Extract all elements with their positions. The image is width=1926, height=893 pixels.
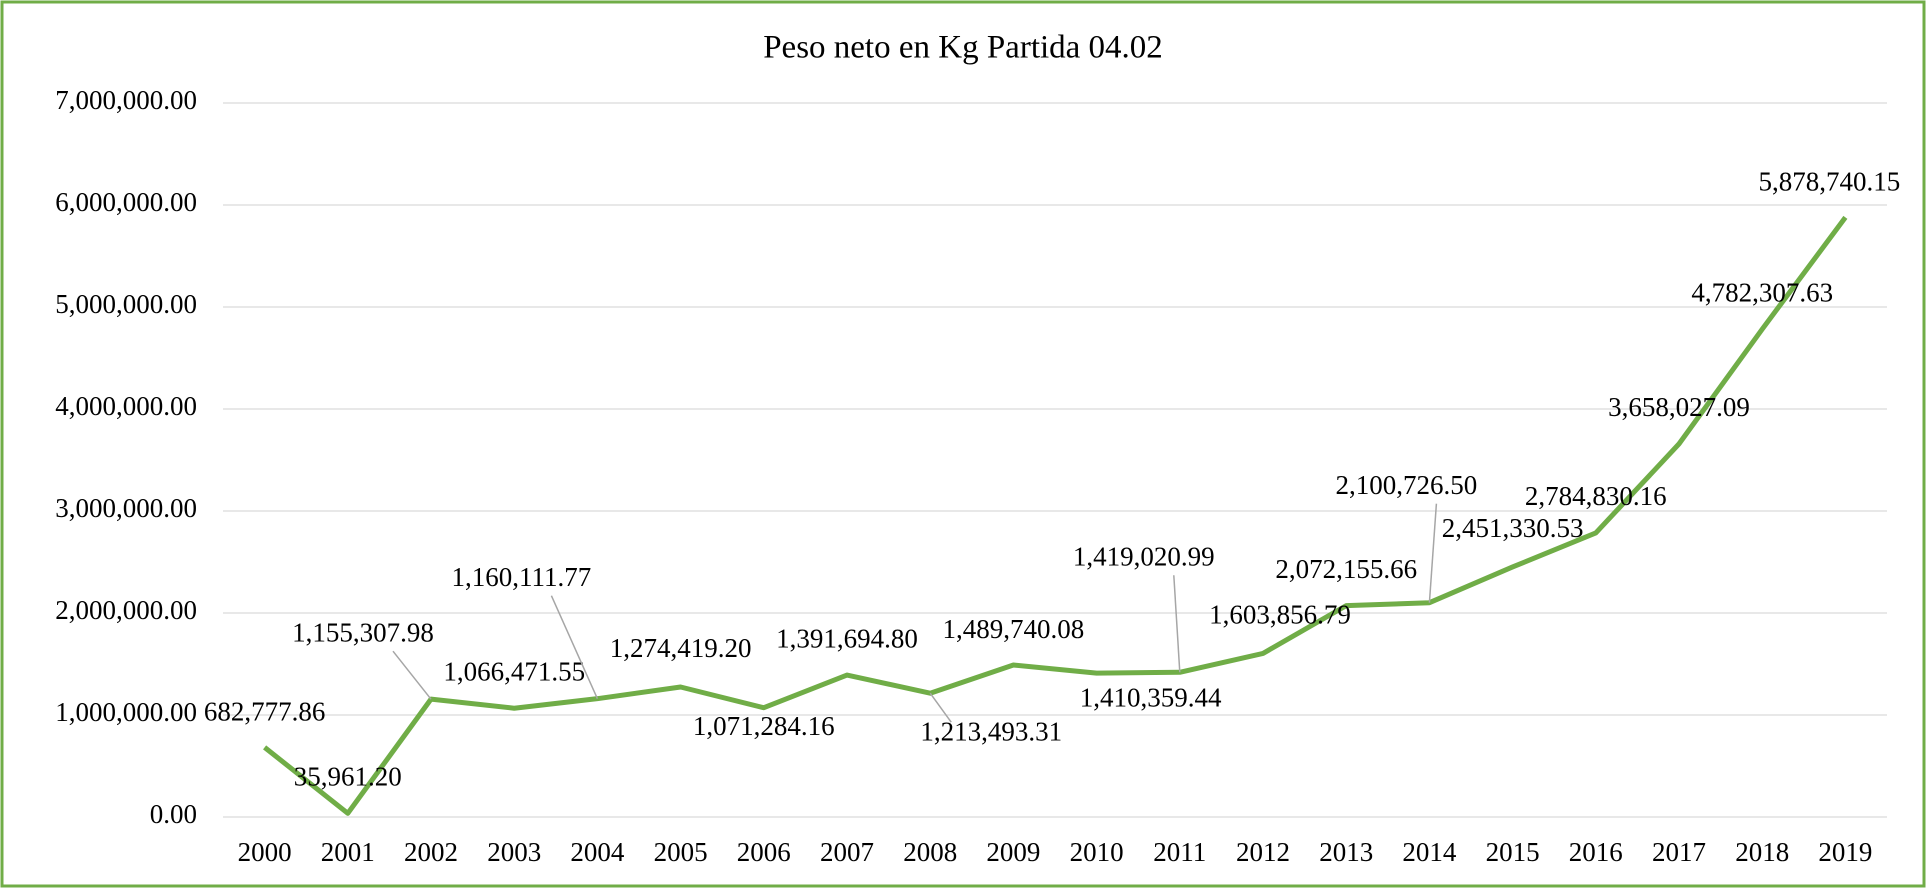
data-label: 1,391,694.80 — [776, 623, 918, 653]
y-tick-label: 5,000,000.00 — [55, 289, 197, 319]
data-label: 1,419,020.99 — [1073, 541, 1215, 571]
data-label: 2,100,726.50 — [1336, 470, 1478, 500]
y-tick-label: 1,000,000.00 — [55, 697, 197, 727]
leader-line — [1428, 503, 1438, 603]
x-tick-label: 2005 — [654, 837, 708, 867]
data-label: 1,155,307.98 — [292, 617, 434, 647]
chart-title: Peso neto en Kg Partida 04.02 — [763, 30, 1163, 66]
data-label: 3,658,027.09 — [1608, 392, 1750, 422]
data-label: 2,072,155.66 — [1275, 554, 1417, 584]
x-tick-label: 2010 — [1070, 837, 1124, 867]
x-tick-label: 2006 — [737, 837, 791, 867]
x-tick-label: 2011 — [1153, 837, 1206, 867]
data-label: 5,878,740.15 — [1759, 167, 1901, 197]
x-tick-label: 2004 — [570, 837, 625, 867]
x-tick-label: 2019 — [1818, 837, 1872, 867]
x-tick-label: 2000 — [238, 837, 292, 867]
x-tick-label: 2014 — [1402, 837, 1457, 867]
x-tick-label: 2016 — [1569, 837, 1623, 867]
data-label: 35,961.20 — [294, 762, 402, 792]
data-label: 1,410,359.44 — [1080, 682, 1222, 712]
data-label: 4,782,307.63 — [1691, 277, 1833, 307]
data-line — [263, 215, 1848, 816]
leader-line — [929, 692, 952, 723]
x-tick-label: 2017 — [1652, 837, 1706, 867]
y-tick-label: 6,000,000.00 — [55, 187, 197, 217]
x-tick-label: 2013 — [1319, 837, 1373, 867]
data-label: 2,784,830.16 — [1525, 481, 1667, 511]
y-tick-label: 3,000,000.00 — [55, 493, 197, 523]
data-label: 1,160,111.77 — [452, 562, 592, 592]
data-label: 1,489,740.08 — [943, 614, 1085, 644]
y-tick-label: 7,000,000.00 — [55, 85, 197, 115]
y-tick-label: 0.00 — [150, 799, 197, 829]
leader-line — [392, 650, 432, 700]
x-tick-label: 2009 — [986, 837, 1040, 867]
leader-line — [550, 595, 599, 699]
x-tick-label: 2002 — [404, 837, 458, 867]
x-tick-label: 2001 — [321, 837, 375, 867]
data-label: 1,274,419.20 — [610, 633, 752, 663]
x-tick-label: 2015 — [1486, 837, 1540, 867]
data-label: 1,603,856.79 — [1209, 600, 1351, 630]
data-label: 1,066,471.55 — [443, 656, 585, 686]
leader-line — [1173, 575, 1181, 673]
x-tick-label: 2012 — [1236, 837, 1290, 867]
y-tick-label: 2,000,000.00 — [55, 595, 197, 625]
x-tick-label: 2008 — [903, 837, 957, 867]
x-tick-label: 2007 — [820, 837, 874, 867]
data-label: 682,777.86 — [204, 697, 326, 727]
data-label: 2,451,330.53 — [1442, 513, 1584, 543]
x-tick-label: 2003 — [487, 837, 541, 867]
data-label: 1,213,493.31 — [920, 716, 1062, 746]
x-tick-label: 2018 — [1735, 837, 1789, 867]
data-label: 1,071,284.16 — [693, 711, 835, 741]
y-tick-label: 4,000,000.00 — [55, 391, 197, 421]
